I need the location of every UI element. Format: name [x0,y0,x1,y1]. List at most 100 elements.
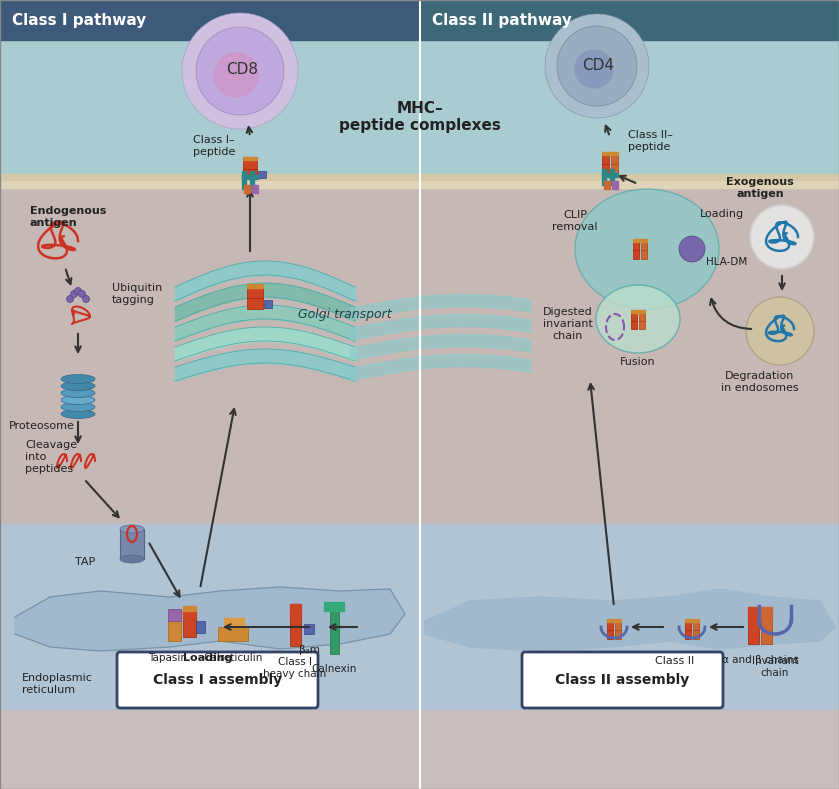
Text: MHC–
peptide complexes: MHC– peptide complexes [339,101,501,133]
Bar [685,619,699,623]
Circle shape [750,205,814,269]
Ellipse shape [61,402,95,412]
Ellipse shape [61,382,95,391]
Bar [0,524,420,709]
Bar [218,627,248,641]
Ellipse shape [61,375,95,383]
Bar [633,239,648,242]
Bar [641,250,648,259]
Bar [633,242,639,250]
Text: Proteosome: Proteosome [9,421,75,431]
Text: Invariant
chain: Invariant chain [752,656,799,678]
Polygon shape [425,589,835,651]
Bar [420,179,839,709]
Circle shape [746,297,814,365]
Bar [243,156,257,160]
Bar [244,185,250,193]
Bar [602,151,618,155]
Bar [631,310,645,313]
Bar [168,621,181,641]
Bar [602,155,609,164]
FancyBboxPatch shape [117,652,318,708]
Bar [0,0,839,179]
Bar [607,623,613,630]
Text: Cleavage
into
peptides: Cleavage into peptides [25,440,77,473]
Bar [761,620,772,644]
Text: CLIP
removal: CLIP removal [552,210,597,232]
Text: CD8: CD8 [226,62,258,77]
Bar [243,160,257,169]
Text: α and β chains: α and β chains [722,655,799,665]
Bar [330,602,339,654]
Bar [631,313,637,320]
Text: β₂m: β₂m [299,645,320,655]
Bar [633,250,639,259]
Text: Class II: Class II [655,656,695,666]
Bar [0,174,839,181]
Bar [248,298,263,309]
Bar [258,170,266,178]
Text: Class I assembly: Class I assembly [154,673,283,687]
Text: Class II–
peptide: Class II– peptide [628,130,673,151]
Bar [248,288,263,298]
Bar [607,619,621,623]
Bar [631,320,637,329]
Bar [242,175,258,179]
Circle shape [79,290,86,297]
Bar [248,284,263,288]
Bar [611,164,618,174]
Bar [748,607,759,620]
Bar [243,169,257,179]
Bar [420,524,839,709]
Ellipse shape [61,388,95,398]
Bar [196,621,205,633]
Bar [602,173,618,177]
Text: Calnexin: Calnexin [311,664,357,674]
Text: Class I pathway: Class I pathway [12,13,146,28]
Bar [611,155,618,164]
Bar [685,630,691,639]
Text: Class I
heavy chain: Class I heavy chain [263,657,326,679]
Bar [615,623,621,630]
Bar [610,169,614,185]
Text: Endoplasmic
reticulum: Endoplasmic reticulum [22,673,93,695]
Circle shape [214,53,258,97]
Circle shape [575,50,613,88]
FancyBboxPatch shape [522,652,723,708]
Ellipse shape [61,395,95,405]
Bar [120,529,144,559]
Circle shape [182,13,298,129]
Bar [183,619,196,637]
Bar [0,181,839,188]
Bar [602,164,609,174]
Circle shape [82,296,90,302]
Bar [420,0,839,40]
Bar [183,606,196,611]
Bar [615,630,621,639]
Text: Golgi transport: Golgi transport [298,308,392,321]
Bar [639,313,645,320]
Circle shape [66,296,74,302]
Text: Calreticulin: Calreticulin [203,653,263,663]
Text: Digested
invariant
chain: Digested invariant chain [543,308,593,341]
Bar [685,623,691,630]
Text: HLA-DM: HLA-DM [706,257,748,267]
Text: Loading: Loading [183,653,232,663]
Bar [183,611,196,619]
Text: CD4: CD4 [582,58,614,73]
Bar [604,181,610,189]
Bar [607,630,613,639]
Bar [602,169,606,185]
Bar [290,604,301,618]
Ellipse shape [61,409,95,418]
Bar [290,618,301,646]
Bar [612,181,618,189]
Circle shape [70,290,77,297]
Circle shape [557,26,637,106]
Text: TAP: TAP [75,557,95,567]
Ellipse shape [596,285,680,353]
Text: Class I–
peptide: Class I– peptide [193,135,236,157]
Ellipse shape [120,555,144,563]
Text: Tapasin: Tapasin [149,653,187,663]
Bar [324,602,344,611]
